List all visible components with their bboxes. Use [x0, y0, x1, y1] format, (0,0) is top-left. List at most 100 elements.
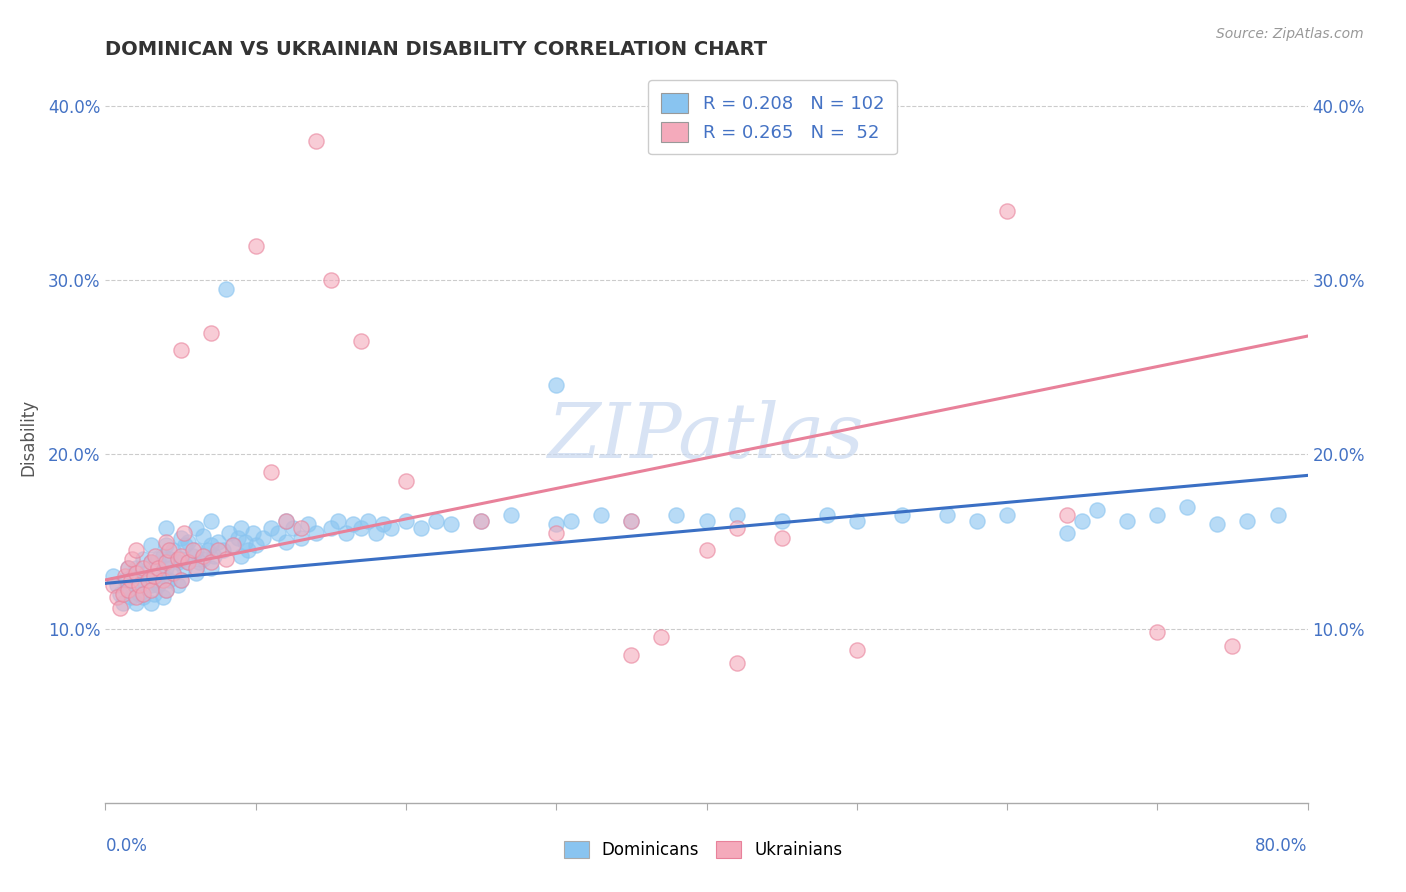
- Point: [560, 514, 582, 528]
- Point: [290, 521, 312, 535]
- Point: [200, 514, 222, 528]
- Point: [197, 543, 219, 558]
- Point: [121, 552, 143, 566]
- Point: [214, 282, 236, 296]
- Point: [380, 521, 402, 535]
- Point: [1056, 525, 1078, 540]
- Point: [177, 534, 200, 549]
- Point: [1222, 639, 1244, 653]
- Point: [425, 514, 447, 528]
- Point: [184, 566, 207, 580]
- Point: [132, 573, 155, 587]
- Point: [110, 587, 132, 601]
- Point: [620, 514, 643, 528]
- Point: [187, 556, 209, 570]
- Point: [207, 543, 229, 558]
- Point: [121, 569, 143, 583]
- Point: [202, 549, 225, 563]
- Point: [214, 552, 236, 566]
- Point: [211, 543, 233, 558]
- Point: [124, 595, 146, 609]
- Point: [290, 531, 312, 545]
- Point: [845, 642, 868, 657]
- Point: [620, 648, 643, 662]
- Point: [132, 591, 155, 605]
- Point: [995, 508, 1018, 523]
- Point: [155, 534, 177, 549]
- Point: [166, 556, 188, 570]
- Point: [1071, 514, 1094, 528]
- Point: [305, 525, 328, 540]
- Point: [1267, 508, 1289, 523]
- Point: [226, 531, 249, 545]
- Point: [155, 556, 177, 570]
- Point: [117, 583, 139, 598]
- Point: [136, 573, 159, 587]
- Legend: R = 0.208   N = 102, R = 0.265   N =  52: R = 0.208 N = 102, R = 0.265 N = 52: [648, 80, 897, 154]
- Point: [112, 595, 135, 609]
- Point: [470, 514, 492, 528]
- Point: [155, 521, 177, 535]
- Point: [139, 556, 162, 570]
- Point: [184, 560, 207, 574]
- Text: Source: ZipAtlas.com: Source: ZipAtlas.com: [1216, 27, 1364, 41]
- Point: [142, 569, 165, 583]
- Point: [207, 534, 229, 549]
- Point: [238, 543, 260, 558]
- Point: [200, 538, 222, 552]
- Point: [177, 556, 200, 570]
- Point: [155, 560, 177, 574]
- Point: [995, 203, 1018, 218]
- Point: [283, 521, 305, 535]
- Point: [128, 578, 150, 592]
- Point: [229, 521, 252, 535]
- Point: [245, 238, 267, 252]
- Point: [177, 556, 200, 570]
- Point: [166, 552, 188, 566]
- Point: [725, 657, 748, 671]
- Point: [245, 538, 267, 552]
- Point: [139, 583, 162, 598]
- Y-axis label: Disability: Disability: [18, 399, 37, 475]
- Point: [101, 578, 124, 592]
- Point: [620, 514, 643, 528]
- Point: [132, 560, 155, 574]
- Point: [342, 517, 364, 532]
- Text: 0.0%: 0.0%: [105, 837, 148, 855]
- Point: [139, 595, 162, 609]
- Point: [155, 583, 177, 598]
- Point: [200, 560, 222, 574]
- Point: [132, 587, 155, 601]
- Point: [319, 273, 342, 287]
- Point: [260, 521, 283, 535]
- Point: [117, 560, 139, 574]
- Point: [152, 573, 174, 587]
- Point: [650, 631, 672, 645]
- Point: [297, 517, 319, 532]
- Point: [267, 525, 290, 540]
- Point: [274, 514, 297, 528]
- Point: [440, 517, 463, 532]
- Point: [181, 543, 204, 558]
- Text: DOMINICAN VS UKRAINIAN DISABILITY CORRELATION CHART: DOMINICAN VS UKRAINIAN DISABILITY CORREL…: [105, 40, 768, 59]
- Point: [845, 514, 868, 528]
- Point: [665, 508, 688, 523]
- Point: [143, 549, 166, 563]
- Point: [114, 573, 136, 587]
- Point: [696, 514, 718, 528]
- Point: [1146, 508, 1168, 523]
- Point: [173, 560, 195, 574]
- Point: [162, 543, 184, 558]
- Point: [169, 531, 191, 545]
- Point: [184, 521, 207, 535]
- Point: [152, 591, 174, 605]
- Point: [815, 508, 838, 523]
- Point: [181, 549, 204, 563]
- Point: [395, 474, 418, 488]
- Point: [146, 552, 169, 566]
- Point: [101, 569, 124, 583]
- Point: [890, 508, 912, 523]
- Point: [770, 514, 793, 528]
- Point: [142, 587, 165, 601]
- Point: [139, 556, 162, 570]
